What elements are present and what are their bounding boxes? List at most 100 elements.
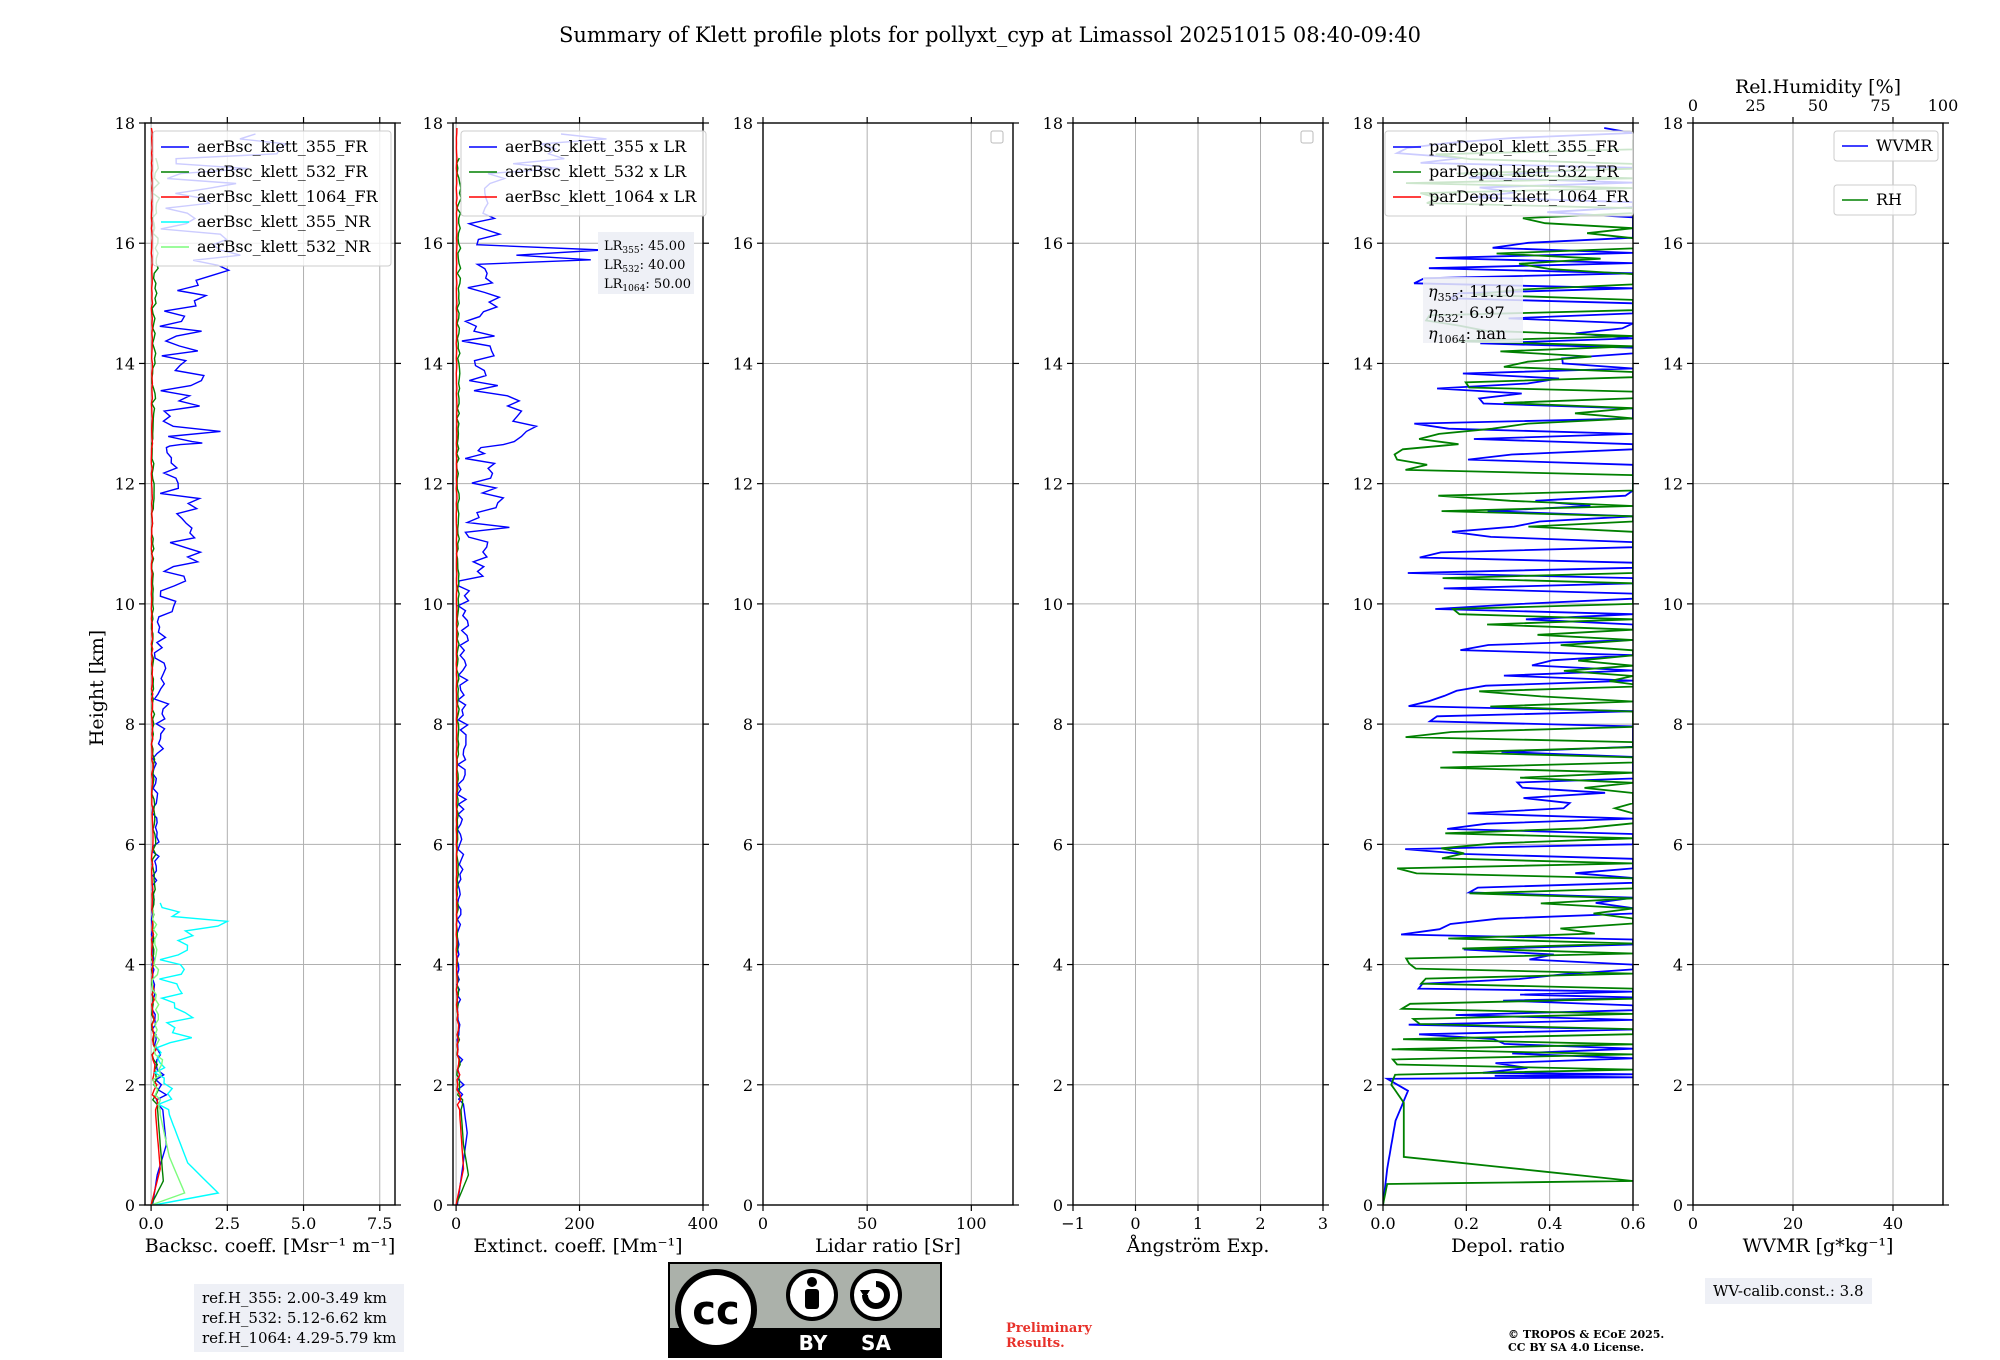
x-tick-label-0: −1 [1061,1214,1085,1233]
legend-extinction: aerBsc_klett_355 x LR aerBsc_klett_532 x … [460,130,707,217]
series-line-aerBsc_klett_1064_FR [150,127,161,1205]
y-tick-label-14: 14 [115,354,135,373]
x-tick-label-0: 0 [1688,1214,1698,1233]
y-tick-label-6: 6 [1053,835,1063,854]
x-axis-label-backscatter: Backsc. coeff. [Msr⁻¹ m⁻¹] [145,1235,396,1257]
axes-frame [144,122,396,1206]
y-tick-label-4: 4 [125,956,135,975]
x-tick-label-4: 3 [1318,1214,1328,1233]
x-tick-label-3: 2 [1255,1214,1265,1233]
y-tick-label-4: 4 [433,956,443,975]
x-tick-label-0: 0.0 [138,1214,163,1233]
y-tick-label-16: 16 [1353,234,1373,253]
y-tick-label-14: 14 [1043,354,1063,373]
legend-wvmr: WVMR [1833,130,1939,162]
annotation-box [1423,277,1523,343]
y-tick-label-16: 16 [733,234,753,253]
x-axis-label-water_vapor: WVMR [g*kg⁻¹] [1743,1235,1894,1257]
figure-title: Summary of Klett profile plots for polly… [559,23,1421,47]
legend-label-0: aerBsc_klett_355_FR [197,137,368,156]
y-tick-label-8: 8 [1053,715,1063,734]
y-tick-label-4: 4 [1673,956,1683,975]
share-alike-icon [850,1269,902,1321]
y-tick-label-2: 2 [1363,1076,1373,1095]
y-tick-label-12: 12 [423,475,443,494]
y-tick-label-12: 12 [1663,475,1683,494]
y-tick-label-6: 6 [1363,835,1373,854]
sa-label: SA [861,1331,891,1355]
x-tick-label-1: 200 [564,1214,595,1233]
y-tick-label-18: 18 [1043,114,1063,133]
y-tick-label-0: 0 [125,1196,135,1215]
empty-legend-lidar_ratio [990,130,1004,144]
y-tick-label-0: 0 [743,1196,753,1215]
legend-frame [460,130,707,217]
legend-frame [152,130,392,267]
x-axis-label-depol: Depol. ratio [1451,1235,1565,1257]
series-line-aerBsc_klett_355_FR [150,133,288,1205]
ref-height-355: ref.H_355: 2.00-3.49 km [202,1289,387,1307]
top-x-tick-label-3: 75 [1870,96,1890,115]
legend-backscatter: aerBsc_klett_355_FR aerBsc_klett_532_FRae… [152,130,392,267]
x-tick-label-0: 0 [451,1214,461,1233]
y-tick-label-2: 2 [1673,1076,1683,1095]
y-tick-label-8: 8 [433,715,443,734]
preliminary-line-1: Preliminary [1006,1321,1092,1336]
y-tick-label-18: 18 [733,114,753,133]
legend-label-2: aerBsc_klett_1064_FR [197,187,379,206]
reference-heights-box: ref.H_355: 2.00-3.49 km ref.H_532: 5.12-… [194,1284,405,1352]
y-tick-label-12: 12 [1353,475,1373,494]
y-tick-label-8: 8 [125,715,135,734]
series-line-aerBsc_klett_532_NR [150,909,186,1205]
y-tick-label-0: 0 [1053,1196,1063,1215]
copyright-line-1: © TROPOS & ECoE 2025. [1508,1328,1665,1341]
x-tick-label-1: 2.5 [215,1214,240,1233]
panel-extinction: 0 200 400 0 2 4 6 8 10 12 14 16 18 Extinct. coeff. [M… [423,114,719,1257]
x-tick-label-2: 40 [1883,1214,1903,1233]
x-axis-label-lidar_ratio: Lidar ratio [Sr] [815,1235,961,1257]
ref-height-532: ref.H_532: 5.12-6.62 km [202,1309,387,1327]
legend-label-0: parDepol_klett_355_FR [1429,137,1620,156]
top-x-tick-label-1: 25 [1745,96,1765,115]
x-tick-label-2: 5.0 [291,1214,316,1233]
series-group-extinction [455,127,607,1205]
x-tick-label-0: 0 [758,1214,768,1233]
y-tick-label-8: 8 [743,715,753,734]
empty-legend-angstrom [1300,130,1314,144]
y-tick-label-16: 16 [1043,234,1063,253]
y-tick-label-10: 10 [1043,595,1063,614]
x-tick-label-1: 50 [857,1214,877,1233]
y-tick-label-18: 18 [1353,114,1373,133]
legend-label-2: aerBsc_klett_1064 x LR [505,187,697,206]
y-tick-label-2: 2 [433,1076,443,1095]
x-tick-label-3: 0.6 [1620,1214,1645,1233]
legend-depol: parDepol_klett_355_FR parDepol_klett_532_… [1384,130,1634,217]
x-tick-label-0: 0.0 [1370,1214,1395,1233]
y-tick-label-16: 16 [115,234,135,253]
panel-lidar_ratio: 0 50 100 0 2 4 6 8 10 12 14 16 18 Lidar ratio [Sr] [733,114,1019,1257]
eta-1064: η1064: nan [1428,324,1506,346]
y-tick-label-12: 12 [733,475,753,494]
y-tick-label-10: 10 [115,595,135,614]
preliminary-note: Preliminary Results. [1006,1321,1092,1351]
y-tick-label-18: 18 [115,114,135,133]
axes-frame [1382,122,1634,1206]
y-tick-label-4: 4 [1053,956,1063,975]
legend-label-wvmr: WVMR [1876,136,1933,155]
top-x-axis-label: Rel.Humidity [%] [1735,76,1901,98]
y-tick-label-14: 14 [1663,354,1683,373]
x-tick-label-1: 0.2 [1454,1214,1479,1233]
y-tick-label-2: 2 [125,1076,135,1095]
y-axis-label: Height [km] [86,630,108,746]
lidar-ratio-532: LR532: 40.00 [604,258,685,275]
x-axis-label-angstrom: Ångström Exp. [1126,1235,1270,1257]
legend-label-2: parDepol_klett_1064_FR [1429,187,1630,206]
eta-355: η355: 11.10 [1428,282,1515,304]
lidar-ratio-355: LR355: 45.00 [604,239,685,256]
lidar-ratio-1064: LR1064: 50.00 [604,277,691,294]
lidar-ratio-annotation: LR355: 45.00 LR532: 40.00 LR1064: 50.00 [598,232,694,294]
y-tick-label-10: 10 [423,595,443,614]
top-x-tick-label-0: 0 [1688,96,1698,115]
